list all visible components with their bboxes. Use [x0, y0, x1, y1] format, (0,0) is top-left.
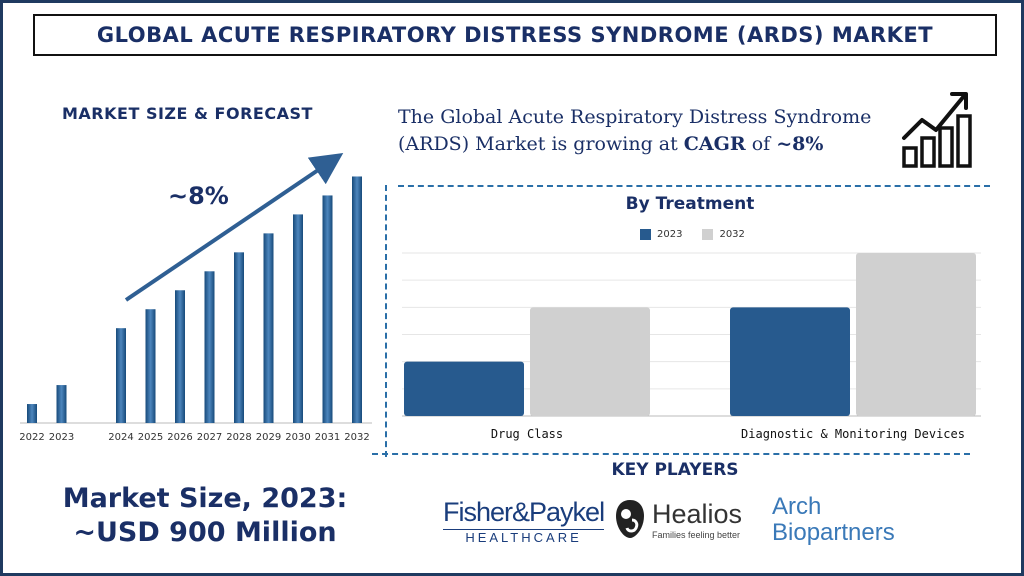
summary-text-1: The Global Acute Respiratory Distress Sy…: [398, 106, 872, 155]
forecast-bar-2026: [175, 290, 185, 423]
healios-logo: Healios Families feeling better: [614, 498, 742, 540]
key-players-title: KEY PLAYERS: [611, 460, 739, 480]
forecast-label-2026: 2026: [167, 432, 192, 443]
treatment-bar-2032-1: [856, 253, 976, 416]
legend-swatch-2032: [702, 229, 714, 240]
treatment-bar-2032-0: [530, 307, 650, 416]
legend-item-2032: 2032: [702, 229, 745, 240]
legend-swatch-2023: [640, 229, 651, 240]
legend-label-2032: 2032: [719, 229, 745, 240]
forecast-label-2029: 2029: [256, 432, 281, 443]
forecast-label-2025: 2025: [138, 432, 163, 443]
summary-text-2: of: [745, 133, 777, 155]
growth-chart-icon: [902, 92, 972, 168]
treatment-category-label: Drug Class: [491, 427, 563, 441]
forecast-bar-2023: [56, 385, 67, 423]
forecast-bar-2032: [352, 176, 362, 423]
arch-line-2: Biopartners: [772, 519, 895, 546]
forecast-label-2024: 2024: [108, 432, 133, 443]
page-title: GLOBAL ACUTE RESPIRATORY DISTRESS SYNDRO…: [96, 23, 934, 47]
forecast-bar-2025: [145, 309, 156, 423]
treatment-chart-title: By Treatment: [625, 194, 755, 214]
forecast-label-2022: 2022: [19, 432, 44, 443]
fisher-paykel-logo: Fisher&Paykel HEALTHCARE: [443, 497, 605, 545]
arch-biopartners-logo: Arch Biopartners: [772, 494, 895, 546]
treatment-category-label: Diagnostic & Monitoring Devices: [741, 427, 965, 441]
healios-tagline: Families feeling better: [652, 529, 741, 540]
market-summary: The Global Acute Respiratory Distress Sy…: [398, 104, 898, 158]
treatment-legend: 2023 2032: [640, 229, 765, 240]
forecast-label-2030: 2030: [285, 432, 310, 443]
summary-cagr-word: CAGR: [683, 133, 746, 155]
market-size-line-1: Market Size, 2023:: [62, 483, 348, 514]
forecast-bar-2029: [263, 233, 274, 423]
forecast-label-2028: 2028: [226, 432, 251, 443]
treatment-bar-2023-1: [730, 307, 850, 416]
divider-vertical: [385, 185, 387, 457]
market-size-line-2: ~USD 900 Million: [73, 517, 337, 548]
arch-line-1: Arch: [772, 493, 822, 520]
healios-mark-icon: [616, 500, 644, 538]
forecast-label-2032: 2032: [344, 432, 369, 443]
trend-arrow: [124, 153, 344, 302]
forecast-label-2023: 2023: [49, 432, 74, 443]
forecast-bar-2024: [116, 328, 126, 423]
forecast-heading: MARKET SIZE & FORECAST: [62, 104, 313, 123]
treatment-chart: Drug Class Diagnostic & Monitoring Device…: [402, 252, 981, 441]
legend-label-2023: 2023: [657, 229, 683, 240]
divider-bottom: [372, 453, 970, 455]
divider-top: [398, 185, 990, 187]
summary-cagr-value: ~8%: [776, 133, 824, 155]
market-size-callout: Market Size, 2023: ~USD 900 Million: [40, 482, 370, 550]
fisher-paykel-name: Fisher&Paykel: [443, 497, 605, 527]
forecast-bar-2031: [322, 195, 333, 423]
forecast-bar-2027: [204, 271, 215, 423]
forecast-chart: 2022 2023 2024 2025 2026 2027 2028 2029 2030 2031…: [19, 153, 372, 443]
legend-item-2023: 2023: [640, 229, 682, 240]
forecast-label-2031: 2031: [315, 432, 340, 443]
fisher-paykel-sub: HEALTHCARE: [443, 529, 605, 545]
forecast-bar-2030: [293, 214, 303, 423]
title-banner: GLOBAL ACUTE RESPIRATORY DISTRESS SYNDRO…: [33, 14, 997, 56]
cagr-annotation: ~8%: [168, 182, 229, 210]
forecast-bar-2022: [27, 404, 37, 423]
forecast-label-2027: 2027: [197, 432, 222, 443]
forecast-bar-2028: [234, 252, 244, 423]
healios-name: Healios: [652, 498, 743, 529]
treatment-bar-2023-0: [404, 361, 524, 416]
